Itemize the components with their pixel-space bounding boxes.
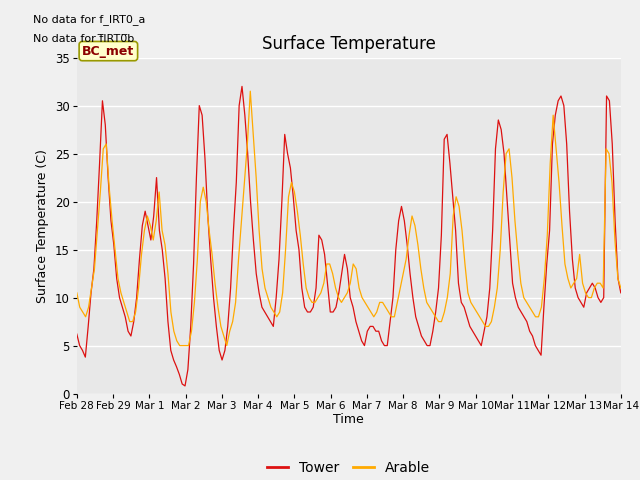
- Tower: [298, 285, 306, 291]
- X-axis label: Time: Time: [333, 413, 364, 426]
- Tower: [238, 84, 246, 89]
- Tower: [138, 223, 146, 228]
- Tower: [389, 295, 397, 300]
- Arable: [156, 189, 163, 195]
- Arable: [617, 285, 625, 291]
- Arable: [246, 88, 254, 94]
- Arable: [394, 300, 401, 305]
- Text: BC_met: BC_met: [82, 45, 134, 58]
- Tower: [303, 309, 311, 315]
- Arable: [579, 280, 586, 286]
- Tower: [73, 331, 81, 337]
- Arable: [338, 300, 346, 305]
- Tower: [617, 290, 625, 296]
- Legend: Tower, Arable: Tower, Arable: [262, 456, 436, 480]
- Line: Tower: Tower: [77, 86, 621, 386]
- Tower: [181, 383, 189, 389]
- Text: No data for f_IRT0_a: No data for f_IRT0_a: [33, 14, 146, 25]
- Arable: [417, 266, 425, 272]
- Arable: [176, 343, 184, 348]
- Y-axis label: Surface Temperature (C): Surface Temperature (C): [36, 149, 49, 302]
- Arable: [493, 285, 501, 291]
- Arable: [73, 290, 81, 296]
- Tower: [352, 319, 360, 324]
- Line: Arable: Arable: [77, 91, 621, 346]
- Text: No data for f̅IRT0̅b: No data for f̅IRT0̅b: [33, 34, 134, 44]
- Title: Surface Temperature: Surface Temperature: [262, 35, 436, 53]
- Tower: [420, 338, 428, 344]
